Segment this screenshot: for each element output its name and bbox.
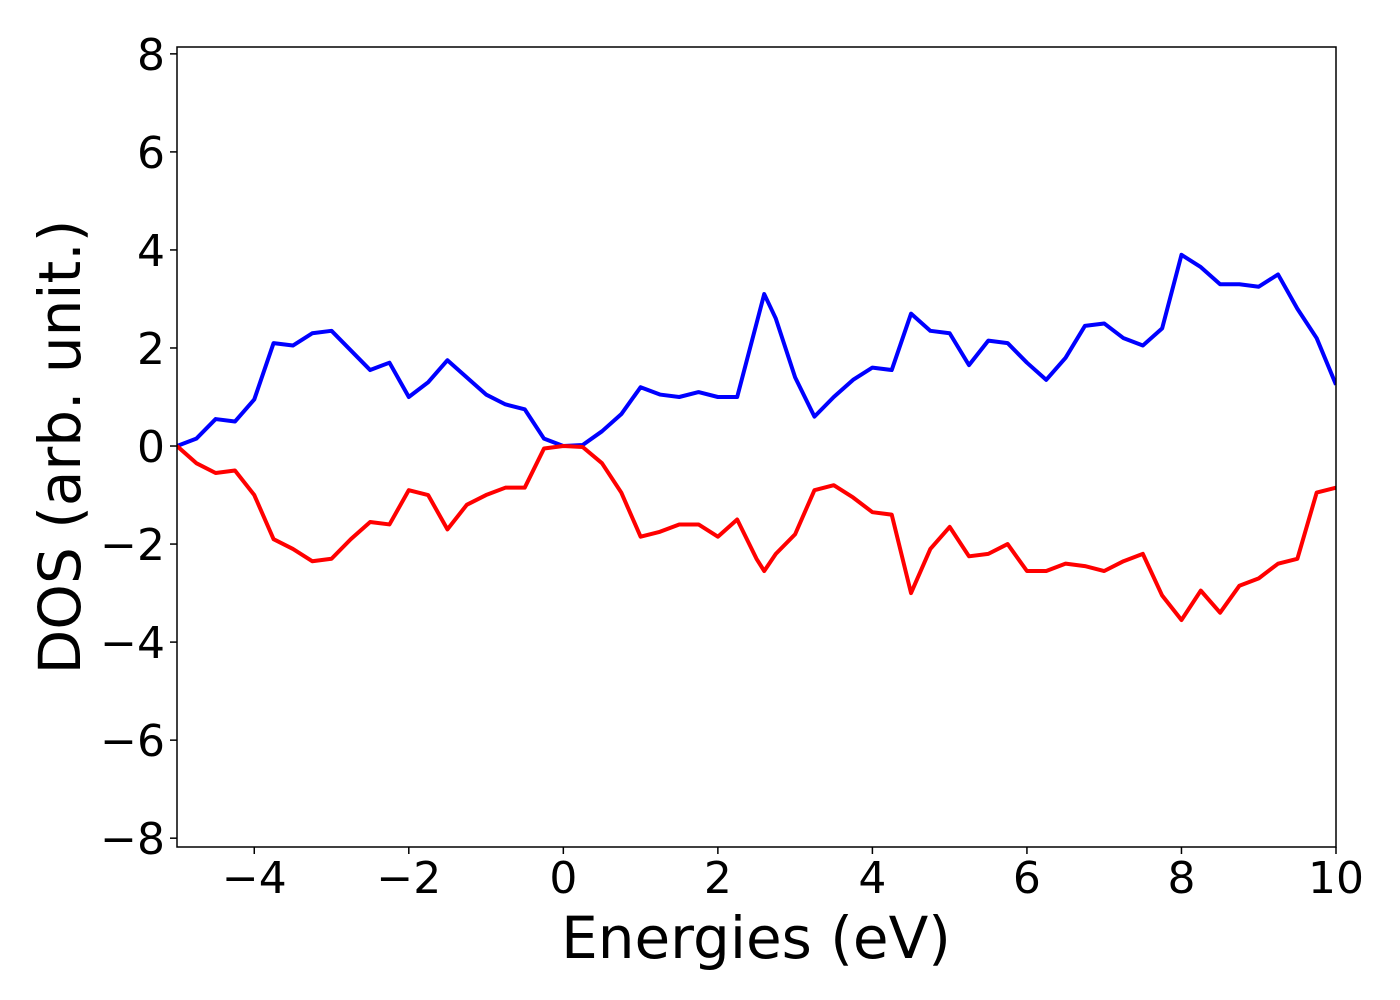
y-tick-label: −4 [100, 618, 165, 669]
x-tick-label: −4 [222, 853, 287, 904]
y-tick-label: 4 [137, 226, 165, 277]
y-tick-label: 8 [137, 30, 165, 81]
y-tick-label: 0 [137, 422, 165, 473]
data-line [177, 444, 1336, 623]
y-tick-label: 6 [137, 128, 165, 179]
x-tick-label: 4 [858, 853, 886, 904]
y-tick-label: −6 [100, 716, 165, 767]
x-tick-label: 0 [549, 853, 577, 904]
x-tick-label: 8 [1167, 853, 1195, 904]
x-tick-label: −2 [376, 853, 441, 904]
x-tick-label: 6 [1013, 853, 1041, 904]
y-tick-label: −8 [100, 814, 165, 865]
x-tick-label: 2 [704, 853, 732, 904]
y-axis-label: DOS (arb. unit.) [26, 220, 94, 675]
plot-frame [176, 46, 1337, 848]
data-line [177, 252, 1336, 449]
x-axis-label: Energies (eV) [561, 904, 951, 972]
y-tick-label: 2 [137, 324, 165, 375]
x-tick-label: 10 [1308, 853, 1364, 904]
y-tick-label: −2 [100, 520, 165, 571]
